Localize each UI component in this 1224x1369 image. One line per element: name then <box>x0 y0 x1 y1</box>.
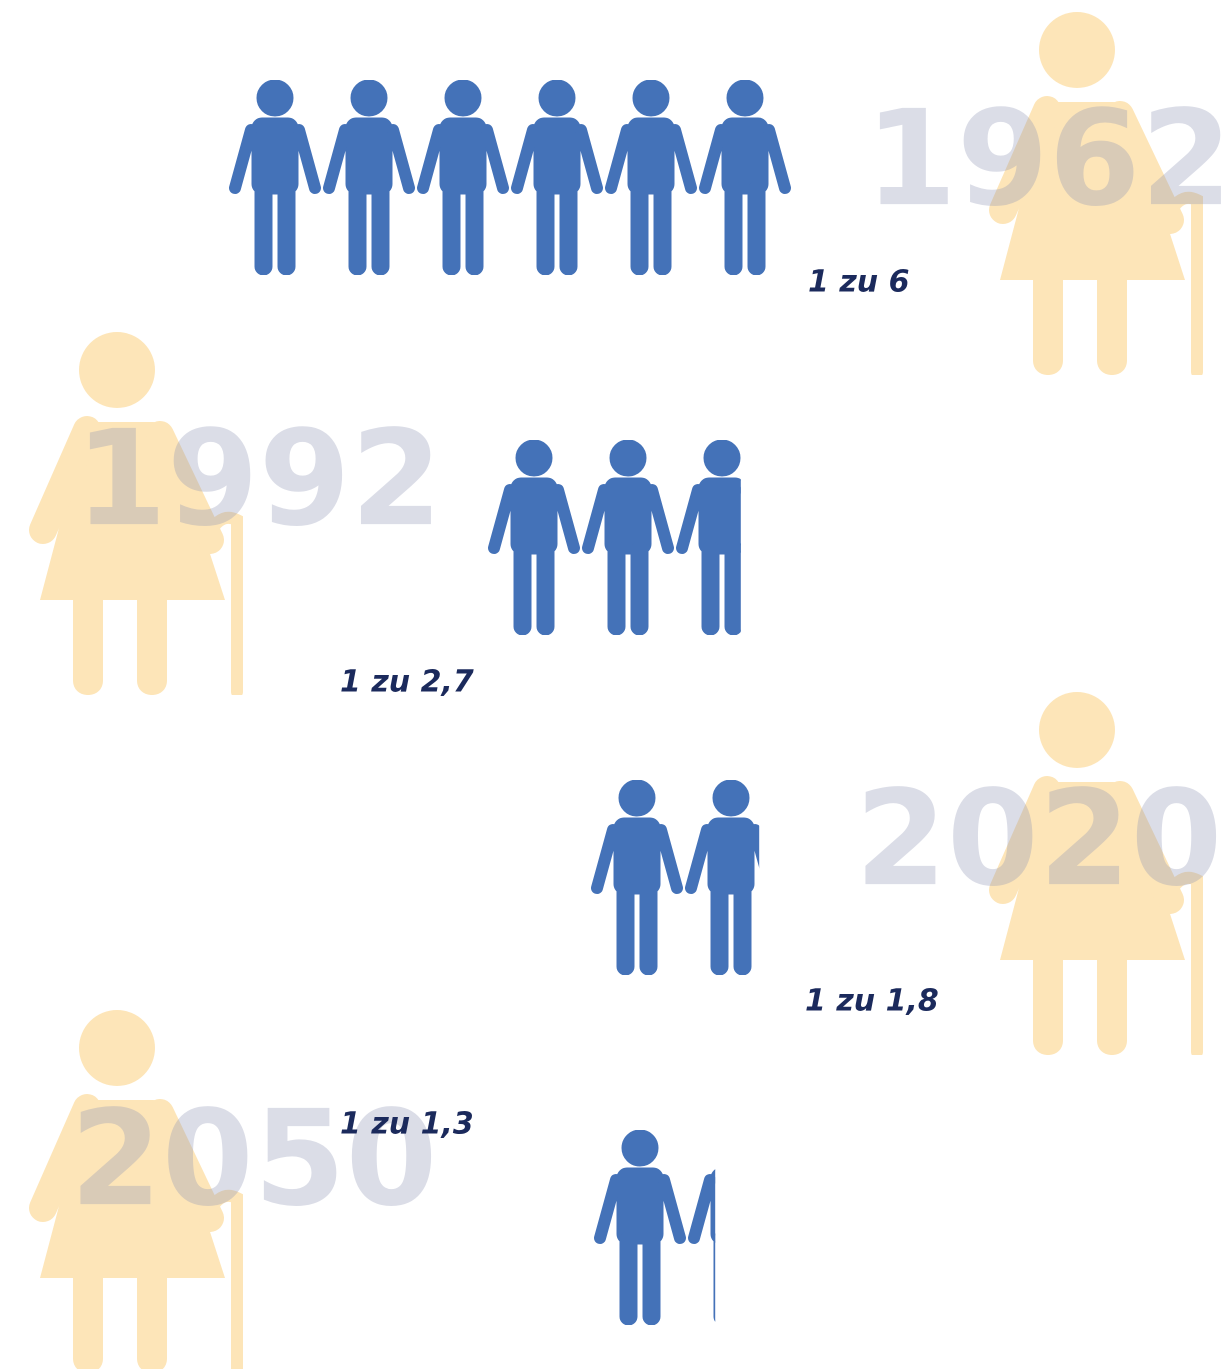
person-icon <box>682 440 762 635</box>
year-label: 2050 <box>70 1082 437 1236</box>
ratio-label: 1 zu 6 <box>808 265 909 300</box>
ratio-label: 1 zu 1,8 <box>805 984 939 1019</box>
person-icon <box>705 80 785 275</box>
person-icon <box>329 80 409 275</box>
person-icon <box>694 1130 774 1325</box>
pictogram-bar <box>600 1130 774 1325</box>
ratio-label: 1 zu 2,7 <box>340 665 474 700</box>
person-icon <box>423 80 503 275</box>
pictogram-bar <box>494 440 762 635</box>
year-label: 1962 <box>865 82 1224 236</box>
person-icon <box>600 1130 680 1325</box>
year-label: 1992 <box>75 402 442 556</box>
person-icon <box>691 780 771 975</box>
pictogram-bar <box>235 80 785 275</box>
person-icon <box>235 80 315 275</box>
pictogram-bar <box>597 780 771 975</box>
person-icon <box>597 780 677 975</box>
person-icon <box>494 440 574 635</box>
person-icon <box>611 80 691 275</box>
chart: 1962 1 zu 6 1992 1 zu 2,7 2020 1 zu 1,8 20501 … <box>0 0 1224 1369</box>
year-label: 2020 <box>855 762 1222 916</box>
person-icon <box>588 440 668 635</box>
ratio-label: 1 zu 1,3 <box>340 1107 474 1142</box>
person-icon <box>517 80 597 275</box>
